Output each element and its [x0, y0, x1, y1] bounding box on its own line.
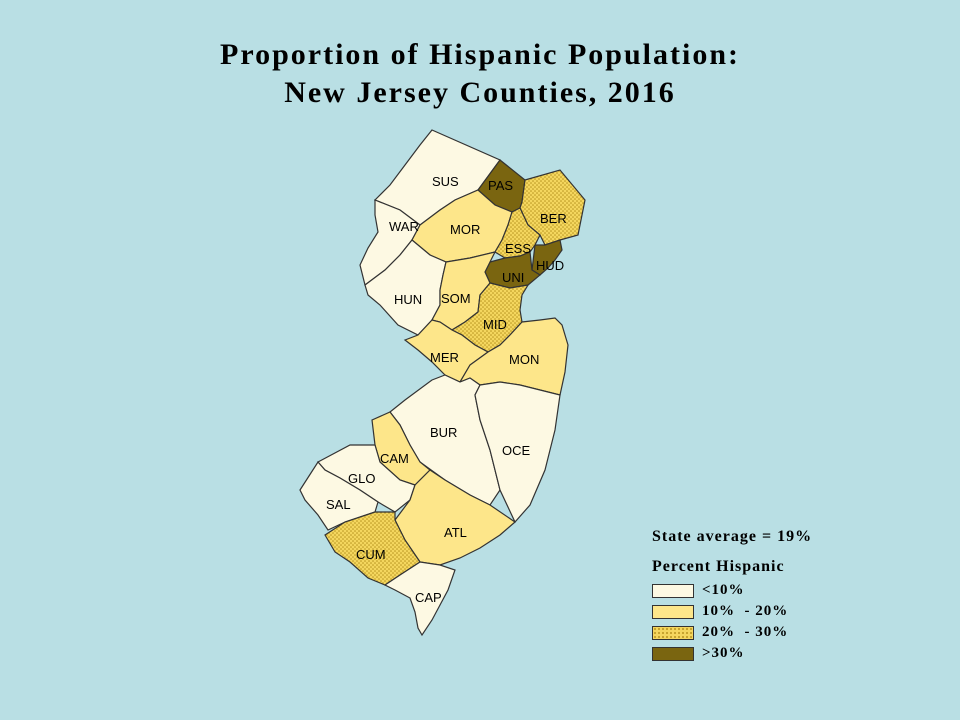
county-label-sal: SAL	[326, 497, 351, 512]
legend-row-lt10: <10%	[652, 582, 745, 599]
county-label-pas: PAS	[488, 178, 513, 193]
legend-swatch-gt30	[652, 646, 694, 661]
legend-row-gt30: >30%	[652, 645, 745, 662]
county-label-cam: CAM	[380, 451, 409, 466]
legend-swatch-10to20	[652, 604, 694, 619]
county-label-cum: CUM	[356, 547, 386, 562]
county-label-ber: BER	[540, 211, 567, 226]
county-label-mor: MOR	[450, 222, 480, 237]
county-label-war: WAR	[389, 219, 419, 234]
county-label-oce: OCE	[502, 443, 531, 458]
county-oce	[474, 381, 561, 524]
legend-label-gt30: >30%	[702, 645, 745, 661]
legend-row-20to30: 20% - 30%	[652, 624, 788, 641]
county-cap	[383, 561, 456, 637]
county-label-som: SOM	[441, 291, 471, 306]
state-average-text: State average = 19%	[652, 528, 813, 545]
legend-label-10to20: 10% - 20%	[702, 603, 789, 619]
county-label-bur: BUR	[430, 425, 457, 440]
map-title-line-1: Proportion of Hispanic Population:	[220, 38, 740, 71]
county-label-ess: ESS	[505, 241, 531, 256]
county-label-hun: HUN	[394, 292, 422, 307]
county-label-mon: MON	[509, 352, 539, 367]
county-label-uni: UNI	[502, 270, 524, 285]
map-title-line-2: New Jersey Counties, 2016	[284, 76, 676, 109]
legend-swatch-lt10	[652, 583, 694, 598]
county-label-glo: GLO	[348, 471, 375, 486]
legend-row-10to20: 10% - 20%	[652, 603, 788, 620]
legend-label-20to30: 20% - 30%	[702, 624, 789, 640]
county-label-hud: HUD	[536, 258, 564, 273]
county-label-mid: MID	[483, 317, 507, 332]
county-sal	[299, 461, 379, 531]
county-label-cap: CAP	[415, 590, 442, 605]
legend-title: Percent Hispanic	[652, 558, 785, 575]
legend-swatch-20to30	[652, 625, 694, 640]
county-label-sus: SUS	[432, 174, 459, 189]
legend-label-lt10: <10%	[702, 582, 745, 598]
county-label-atl: ATL	[444, 525, 467, 540]
map-title: Proportion of Hispanic Population: New J…	[0, 36, 960, 112]
county-label-mer: MER	[430, 350, 459, 365]
